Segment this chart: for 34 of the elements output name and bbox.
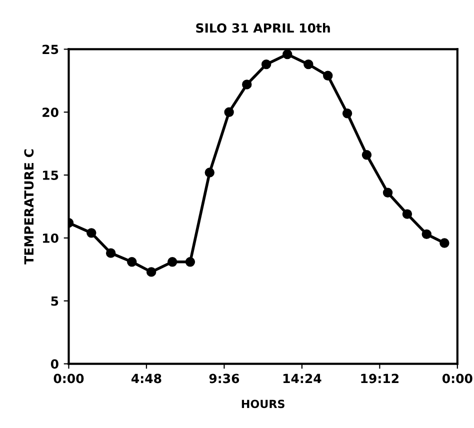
point: [261, 59, 272, 70]
x-tick-label: 0:00: [442, 374, 472, 384]
point: [146, 267, 156, 277]
x-tick-label: 0:00: [54, 374, 84, 384]
point: [204, 168, 214, 178]
x-tick-label: 14:24: [283, 374, 322, 384]
point: [440, 238, 450, 248]
point: [224, 107, 234, 117]
point: [86, 228, 96, 238]
y-tick-label: 25: [42, 44, 58, 54]
x-tick-label: 4:48: [131, 374, 162, 384]
point: [322, 70, 333, 81]
y-tick-label: 15: [43, 170, 58, 180]
point: [422, 229, 432, 240]
x-axis-title: HOURS: [242, 400, 284, 408]
point: [382, 188, 393, 198]
y-tick-label: 20: [42, 108, 58, 118]
x-tick-label: 19:12: [361, 374, 398, 384]
point: [242, 80, 252, 90]
point: [362, 150, 372, 160]
y-tick-label: 10: [43, 233, 58, 243]
point: [402, 209, 412, 219]
chart-title: SILO 31 APRIL 10th: [196, 23, 330, 33]
point: [168, 257, 178, 267]
point: [106, 248, 116, 258]
point: [127, 257, 137, 267]
x-tick-label: 9:36: [209, 374, 240, 384]
point: [304, 59, 314, 70]
y-axis-title: TEMPERATURE C: [24, 149, 34, 264]
y-tick-label: 5: [51, 296, 58, 306]
point: [282, 49, 292, 60]
y-tick-label: 0: [50, 359, 58, 369]
point: [185, 257, 196, 267]
point: [342, 108, 352, 118]
